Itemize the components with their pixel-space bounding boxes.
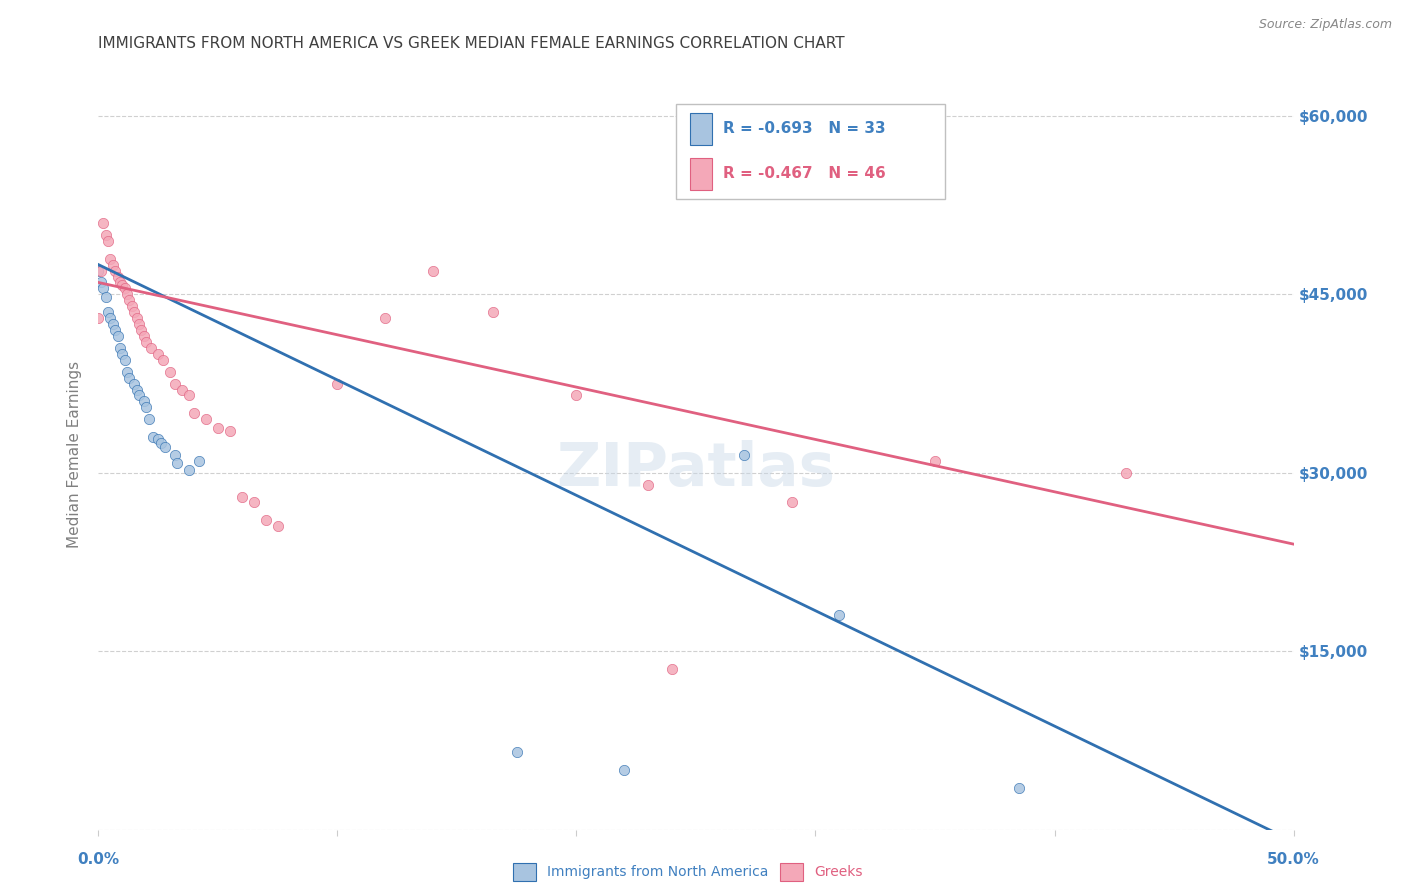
Point [101, 317, 124, 331]
Point [111, 347, 134, 361]
Text: IMMIGRANTS FROM NORTH AMERICA VS GREEK MEDIAN FEMALE EARNINGS CORRELATION CHART: IMMIGRANTS FROM NORTH AMERICA VS GREEK M… [98, 36, 845, 51]
Point [104, 263, 127, 277]
Text: Source: ZipAtlas.com: Source: ZipAtlas.com [1258, 18, 1392, 31]
Point [219, 424, 242, 438]
Point [114, 281, 136, 295]
Point [166, 456, 188, 470]
Point [91, 281, 114, 295]
Text: R = -0.693   N = 33: R = -0.693 N = 33 [724, 121, 886, 136]
Point [87, 311, 110, 326]
Point [138, 412, 160, 426]
Point [924, 454, 946, 468]
Point [104, 323, 127, 337]
Point [148, 347, 170, 361]
FancyBboxPatch shape [690, 158, 711, 190]
Point [1115, 466, 1137, 480]
Point [114, 352, 136, 367]
Point [159, 365, 181, 379]
Point [98, 311, 122, 326]
Point [152, 352, 174, 367]
Y-axis label: Median Female Earnings: Median Female Earnings [67, 361, 83, 549]
Point [87, 263, 110, 277]
Point [124, 376, 146, 391]
Point [111, 277, 134, 292]
Point [94, 290, 117, 304]
Text: Greeks: Greeks [814, 865, 862, 880]
Point [481, 305, 505, 319]
FancyBboxPatch shape [676, 104, 945, 199]
Point [231, 490, 253, 504]
Point [187, 454, 209, 468]
Point [267, 519, 290, 533]
Text: Immigrants from North America: Immigrants from North America [547, 865, 768, 880]
Point [172, 383, 194, 397]
Point [780, 495, 803, 509]
Point [163, 448, 186, 462]
Point [97, 234, 120, 248]
Point [108, 276, 131, 290]
Point [125, 383, 148, 397]
Point [132, 394, 155, 409]
Point [97, 305, 120, 319]
Point [254, 513, 277, 527]
Point [90, 263, 112, 277]
Point [98, 252, 122, 266]
Point [183, 406, 205, 420]
Text: 0.0%: 0.0% [77, 852, 120, 867]
Point [118, 293, 141, 308]
Point [207, 420, 229, 434]
Text: ZIPatlas: ZIPatlas [557, 441, 835, 500]
Point [243, 495, 266, 509]
Point [115, 287, 138, 301]
Point [637, 477, 659, 491]
Point [142, 430, 165, 444]
Point [565, 388, 588, 402]
Point [179, 388, 201, 402]
Point [125, 311, 148, 326]
Point [90, 276, 112, 290]
FancyBboxPatch shape [690, 113, 711, 145]
Point [422, 263, 444, 277]
Point [107, 329, 129, 343]
Point [326, 376, 349, 391]
Point [108, 341, 131, 355]
Point [91, 216, 114, 230]
Point [124, 305, 146, 319]
Point [179, 463, 201, 477]
Point [94, 227, 117, 242]
Point [121, 299, 143, 313]
Point [374, 311, 396, 326]
Point [128, 317, 150, 331]
Point [128, 388, 150, 402]
Point [101, 258, 124, 272]
Point [118, 370, 141, 384]
Point [828, 608, 851, 623]
Point [148, 433, 170, 447]
Point [733, 448, 755, 462]
Point [131, 323, 153, 337]
Point [107, 269, 129, 284]
Text: 50.0%: 50.0% [1267, 852, 1320, 867]
Point [115, 365, 138, 379]
Text: R = -0.467   N = 46: R = -0.467 N = 46 [724, 167, 886, 181]
Point [149, 436, 172, 450]
Point [1008, 780, 1031, 795]
Point [139, 341, 162, 355]
Point [135, 334, 157, 349]
Point [661, 662, 683, 676]
Point [195, 412, 218, 426]
Point [132, 329, 155, 343]
Point [155, 440, 177, 454]
Point [135, 401, 157, 415]
Point [163, 376, 186, 391]
Point [506, 745, 529, 759]
Point [613, 763, 636, 777]
